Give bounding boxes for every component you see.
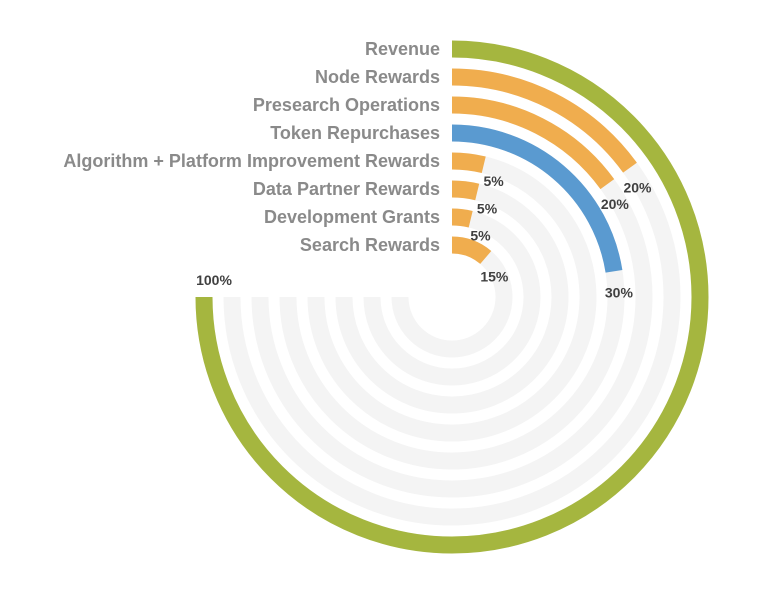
value-labels: 100% 20%20% 30% 5% 5% 5% 15% (196, 173, 652, 300)
track-data-partner-rewards (335, 180, 569, 414)
value-label-data-partner-rewards: 5% (477, 200, 498, 216)
value-label-presearch-operations: 20% (601, 196, 630, 212)
bar-revenue (195, 40, 709, 554)
value-label-revenue: 100% (196, 272, 232, 288)
category-label-revenue: Revenue (365, 39, 440, 59)
category-label-development-grants: Development Grants (264, 207, 440, 227)
value-label-node-rewards: 20% (623, 180, 652, 196)
bar-data-partner-rewards (451, 180, 480, 201)
category-label-data-partner-rewards: Data Partner Rewards (253, 179, 440, 199)
track-search-rewards (391, 236, 513, 358)
value-label-algorithm-platform-improvement-rewards: 5% (483, 173, 504, 189)
category-labels: Revenue Node Rewards Presearch Operations T… (63, 39, 440, 255)
track-algorithm-platform-improvement-rewards (307, 152, 597, 442)
category-label-node-rewards: Node Rewards (315, 67, 440, 87)
value-label-token-repurchases: 30% (605, 284, 634, 300)
category-label-token-repurchases: Token Repurchases (270, 123, 440, 143)
value-label-search-rewards: 15% (480, 268, 509, 284)
category-label-presearch-operations: Presearch Operations (253, 95, 440, 115)
value-label-development-grants: 5% (470, 228, 491, 244)
bar-node-rewards (451, 68, 637, 173)
data-bars (195, 40, 709, 554)
bar-development-grants (451, 208, 473, 228)
bar-algorithm-platform-improvement-rewards (451, 152, 486, 174)
category-label-search-rewards: Search Rewards (300, 235, 440, 255)
category-label-algorithm-platform-improvement-rewards: Algorithm + Platform Improvement Rewards (63, 151, 440, 171)
bar-token-repurchases (451, 124, 623, 273)
track-development-grants (363, 208, 541, 386)
bar-search-rewards (451, 236, 492, 265)
bar-presearch-operations (451, 96, 615, 190)
